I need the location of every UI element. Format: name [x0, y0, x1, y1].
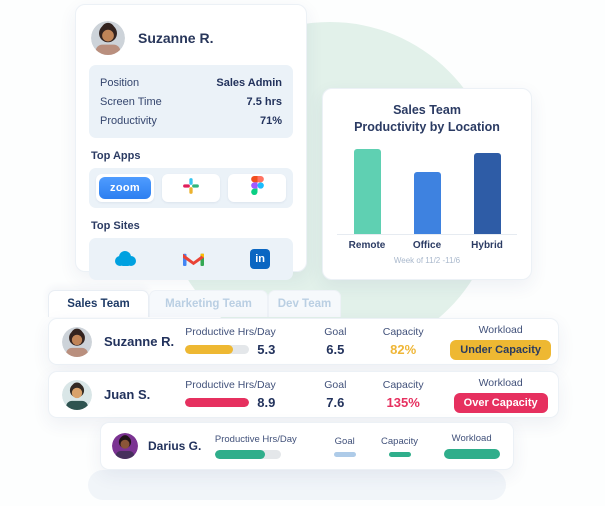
stat-value: 71% [259, 114, 282, 127]
gmail-icon[interactable] [183, 251, 205, 267]
col-header-capacity: Capacity [381, 435, 418, 447]
chart-label-hybrid: Hybrid [471, 240, 503, 251]
profile-name: Suzanne R. [138, 30, 214, 46]
chart-baseline [337, 234, 517, 235]
chart-bar-hybrid [473, 153, 501, 234]
workload-badge: Over Capacity [453, 392, 548, 413]
chart-caption: Week of 11/2 -11/6 [393, 256, 461, 265]
team-tabs: Sales Team Marketing Team Dev Team [48, 290, 341, 317]
stat-label: Screen Time [100, 95, 162, 108]
chart-category-labels: Remote Office Hybrid [337, 240, 517, 251]
tab-marketing-team[interactable]: Marketing Team [149, 290, 268, 317]
app-tile-slack[interactable] [162, 174, 220, 202]
productive-hours-bar [185, 398, 250, 407]
col-header-workload: Workload [478, 376, 523, 389]
chart-bar-office [413, 172, 441, 234]
goal-value: 7.6 [326, 395, 345, 410]
productive-hours-value: 8.9 [257, 395, 276, 410]
profile-card: Suzanne R. Position Sales Admin Screen T… [75, 4, 307, 280]
stat-row-productivity: Productivity 71% [100, 111, 282, 130]
col-header-goal: Goal [324, 379, 347, 391]
col-header-productive: Productive Hrs/Day [185, 326, 276, 338]
chart-title: Sales Team Productivity by Location [354, 103, 500, 134]
member-name: Suzanne R. [104, 334, 175, 349]
top-apps-panel: zoom [89, 168, 293, 208]
col-header-capacity: Capacity [382, 379, 424, 391]
team-row-suzanne[interactable]: Suzanne R. Productive Hrs/Day 5.3 Goal 6… [48, 318, 559, 365]
stat-value: 7.5 hrs [246, 95, 282, 108]
figma-icon [250, 176, 264, 200]
chart-bar-remote [353, 149, 381, 234]
avatar [91, 21, 125, 55]
col-header-workload: Workload [451, 433, 492, 444]
team-row-juan[interactable]: Juan S. Productive Hrs/Day 8.9 Goal 7.6 … [48, 371, 559, 418]
capacity-pill [388, 451, 411, 457]
zoom-app-icon: zoom [99, 177, 151, 199]
slack-icon [182, 177, 200, 200]
capacity-value: 82% [390, 342, 417, 357]
stat-value: Sales Admin [216, 76, 282, 89]
capacity-value: 135% [386, 395, 420, 410]
tab-dev-team[interactable]: Dev Team [268, 290, 341, 317]
member-name: Juan S. [104, 387, 151, 402]
bar-chart [337, 148, 517, 234]
background-bottom-band [88, 470, 506, 500]
workload-pill [443, 449, 500, 459]
col-header-goal: Goal [334, 435, 355, 447]
team-row-darius[interactable]: Darius G. Productive Hrs/Day Goal Capaci… [100, 422, 514, 470]
salesforce-icon[interactable] [112, 249, 138, 269]
linkedin-icon[interactable]: in [250, 249, 271, 269]
productive-hours-bar [185, 345, 250, 354]
productive-hours-value: 5.3 [257, 342, 276, 357]
avatar [112, 433, 138, 459]
tab-sales-team[interactable]: Sales Team [48, 290, 149, 317]
goal-pill [333, 451, 356, 457]
workload-badge: Under Capacity [450, 339, 551, 360]
profile-stats-panel: Position Sales Admin Screen Time 7.5 hrs… [89, 65, 293, 138]
productive-hours-bar [214, 449, 281, 459]
col-header-productive: Productive Hrs/Day [214, 433, 297, 445]
app-tile-zoom[interactable]: zoom [96, 174, 154, 202]
col-header-goal: Goal [324, 326, 347, 338]
productivity-chart-card: Sales Team Productivity by Location Remo… [322, 88, 532, 280]
avatar [62, 379, 92, 410]
stat-label: Productivity [100, 114, 157, 127]
profile-header: Suzanne R. [89, 17, 293, 65]
stat-row-position: Position Sales Admin [100, 73, 282, 92]
chart-label-remote: Remote [348, 240, 386, 251]
member-name: Darius G. [148, 439, 202, 453]
top-apps-label: Top Apps [91, 150, 141, 162]
goal-value: 6.5 [326, 342, 345, 357]
col-header-productive: Productive Hrs/Day [185, 379, 276, 391]
chart-label-office: Office [412, 240, 442, 251]
app-tile-figma[interactable] [228, 174, 286, 202]
col-header-capacity: Capacity [382, 326, 424, 338]
avatar [62, 326, 92, 357]
top-sites-panel: in [89, 238, 293, 280]
top-sites-label: Top Sites [91, 220, 140, 232]
col-header-workload: Workload [478, 323, 523, 336]
stat-row-screen-time: Screen Time 7.5 hrs [100, 92, 282, 111]
stat-label: Position [100, 76, 140, 89]
